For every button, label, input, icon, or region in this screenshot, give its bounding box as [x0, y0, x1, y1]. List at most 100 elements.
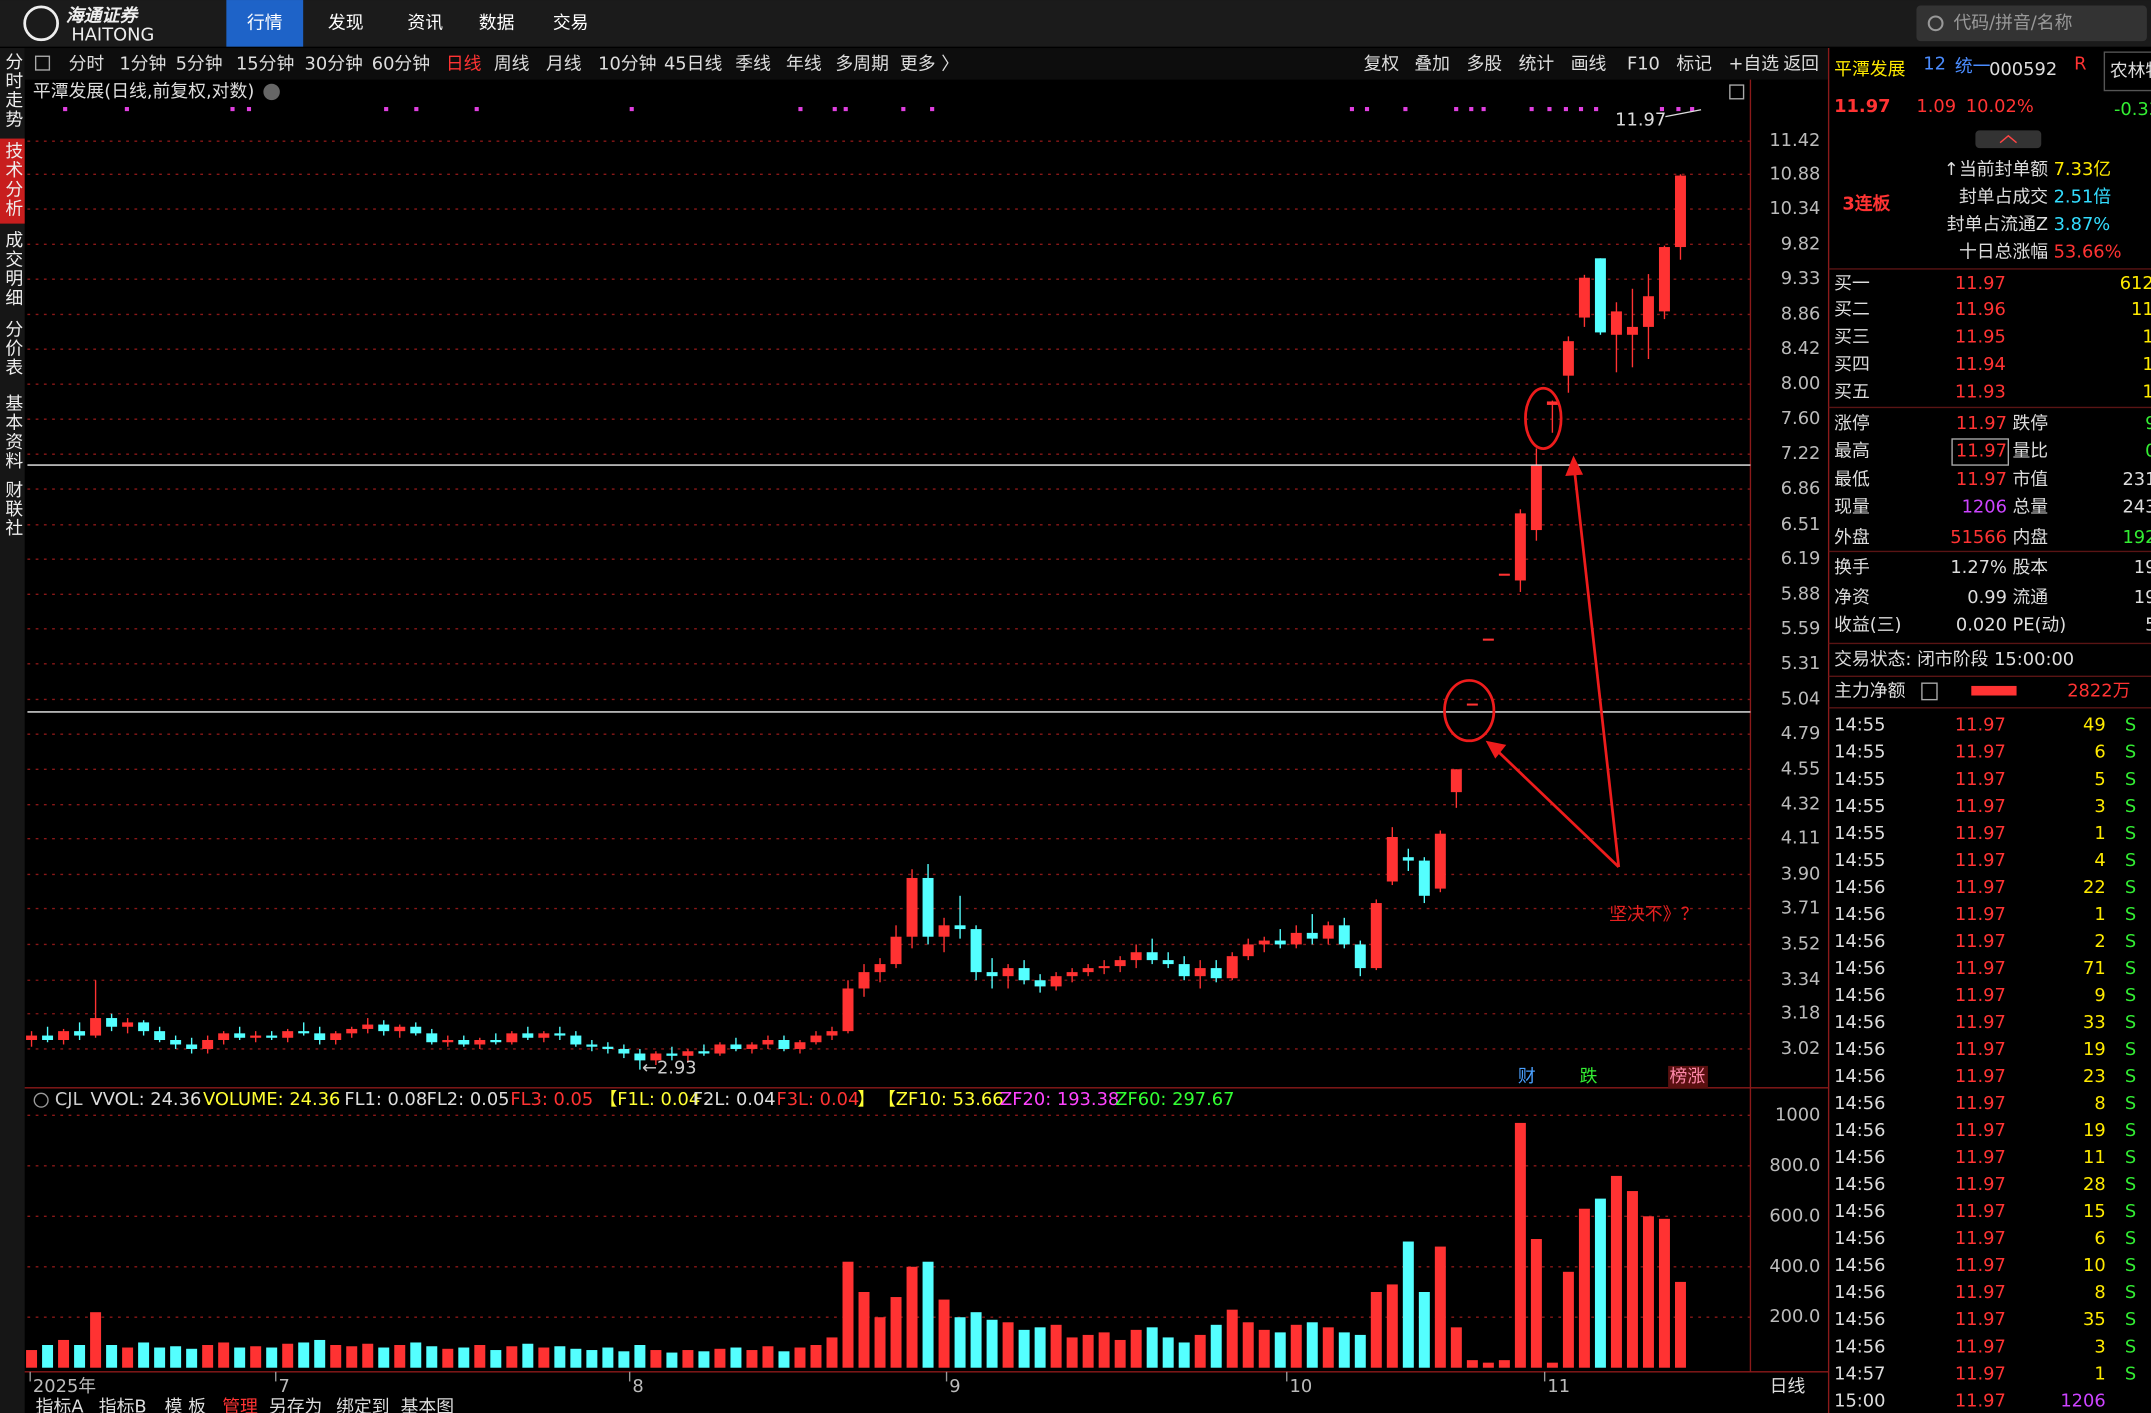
period-tab[interactable]: 1分钟	[119, 53, 166, 74]
candle-body	[394, 1026, 406, 1032]
tick-volume: 8	[2094, 1093, 2105, 1114]
x-tick-label: 8	[632, 1376, 643, 1397]
bottom-tab[interactable]: 指标A	[36, 1396, 85, 1413]
stat-label: 现量	[1834, 497, 1870, 518]
y-tick-label: 5.31	[1781, 653, 1821, 674]
period-tab[interactable]: 60分钟	[372, 53, 430, 74]
bottom-tab[interactable]: 另存为	[269, 1396, 323, 1413]
candle-body	[1114, 960, 1126, 967]
volume-bar	[906, 1266, 918, 1368]
candle-body	[538, 1033, 550, 1038]
tick-price: 11.97	[1955, 931, 2006, 952]
tool-button[interactable]: 统计	[1519, 53, 1555, 74]
y-tick-label: 11.42	[1769, 130, 1820, 151]
period-tab[interactable]: 多周期	[835, 53, 888, 74]
side-tab[interactable]: 技术分析	[2, 141, 23, 218]
volume-bar	[154, 1347, 166, 1368]
tick-price: 11.97	[1955, 904, 2006, 925]
tick-volume: 71	[2083, 958, 2106, 979]
marker-dot	[1547, 107, 1552, 112]
tool-button[interactable]: 复权	[1364, 53, 1400, 74]
tool-button[interactable]: F10	[1627, 53, 1660, 74]
volume-bar	[570, 1348, 582, 1368]
tool-button[interactable]: 叠加	[1414, 53, 1450, 74]
bottom-tab[interactable]: 基本图	[401, 1396, 455, 1413]
period-tab[interactable]: 15分钟	[236, 53, 294, 74]
indicator-legend: 】	[857, 1089, 875, 1110]
period-tab[interactable]: 45日线	[664, 53, 723, 74]
side-tab[interactable]: 成交明细	[2, 230, 23, 307]
period-tab[interactable]: 10分钟	[598, 53, 656, 74]
candle-body	[1370, 903, 1382, 969]
period-tab[interactable]: 季线	[735, 53, 771, 74]
menu-item[interactable]: 数据	[479, 12, 515, 33]
period-tab[interactable]: 周线	[494, 53, 530, 74]
menu-item[interactable]: 行情	[247, 12, 283, 33]
period-tab[interactable]: 30分钟	[305, 53, 363, 74]
tool-button[interactable]: +自选	[1728, 53, 1779, 74]
volume-bar	[1274, 1332, 1286, 1368]
side-tab[interactable]: 基本资料	[2, 393, 23, 470]
tool-button[interactable]: 画线	[1571, 53, 1607, 74]
menu-item[interactable]: 发现	[328, 12, 364, 33]
marker-dot	[930, 107, 935, 112]
annotation-arrow	[1490, 743, 1620, 868]
volume-bar	[442, 1348, 454, 1368]
candle-body	[842, 988, 854, 1032]
marker-dot	[230, 107, 235, 112]
candle-body	[410, 1026, 422, 1034]
seal-value: 2.51倍	[2054, 187, 2112, 208]
candle-body	[1386, 837, 1398, 882]
candle-body	[298, 1031, 310, 1034]
tick-volume: 1	[2094, 823, 2105, 844]
volume-bar	[1434, 1246, 1446, 1368]
event-tag: 跌	[1580, 1066, 1598, 1087]
bottom-tab[interactable]: 模 板	[165, 1396, 206, 1413]
side-tab[interactable]: 财联社	[2, 480, 23, 538]
tool-button[interactable]: 返回	[1783, 53, 1819, 74]
tick-volume: 1	[2094, 1363, 2105, 1384]
volume-bar	[922, 1261, 934, 1368]
annotation-circle	[1443, 679, 1496, 743]
period-tab[interactable]: 日线	[446, 53, 482, 74]
menu-item[interactable]: 交易	[553, 12, 589, 33]
menu-item[interactable]: 资讯	[407, 12, 443, 33]
tick-side: S	[2125, 823, 2136, 844]
volume-bar	[1034, 1327, 1046, 1368]
marker-dot	[474, 107, 479, 112]
volume-bar	[1370, 1292, 1382, 1368]
candle-body	[122, 1022, 134, 1027]
y-tick-label: 400.0	[1769, 1256, 1820, 1277]
tick-volume: 9	[2094, 985, 2105, 1006]
period-tab[interactable]: 月线	[546, 53, 582, 74]
tick-price: 11.97	[1955, 1363, 2006, 1384]
tick-volume: 15	[2083, 1201, 2106, 1222]
tick-side: S	[2125, 769, 2136, 790]
tool-button[interactable]: 标记	[1676, 53, 1712, 74]
tick-side: S	[2125, 877, 2136, 898]
candle-body	[794, 1042, 806, 1049]
candle-body	[1594, 258, 1606, 333]
bottom-tab[interactable]: 绑定到	[336, 1396, 390, 1413]
volume-bar	[1594, 1198, 1606, 1368]
period-tab[interactable]: 5分钟	[176, 53, 223, 74]
tool-button[interactable]: 多股	[1466, 53, 1502, 74]
tick-side: S	[2125, 1012, 2136, 1033]
bottom-tab[interactable]: 管理	[222, 1396, 258, 1413]
search-input[interactable]: 代码/拼音/名称	[1953, 12, 2072, 33]
period-tab[interactable]: 年线	[786, 53, 822, 74]
collapse-icon	[1999, 134, 2018, 144]
tick-time: 14:56	[1834, 904, 1885, 925]
indicator-legend: ZF20: 193.38	[1000, 1089, 1119, 1110]
period-tab[interactable]: 分时	[69, 53, 105, 74]
stat-label: 跌停	[2012, 413, 2048, 434]
side-tab[interactable]: 分价表	[2, 319, 23, 377]
bid-volume: 11	[2131, 299, 2151, 320]
bottom-tab[interactable]: 指标B	[99, 1396, 147, 1413]
bid-price: 11.95	[1955, 326, 2006, 347]
side-tab[interactable]: 分时走势	[2, 52, 23, 129]
tick-volume: 4	[2094, 850, 2105, 871]
period-tab[interactable]: 更多 〉	[900, 53, 959, 74]
annotation-text: 坚决不》？	[1609, 904, 1698, 925]
candle-body	[1610, 311, 1622, 335]
